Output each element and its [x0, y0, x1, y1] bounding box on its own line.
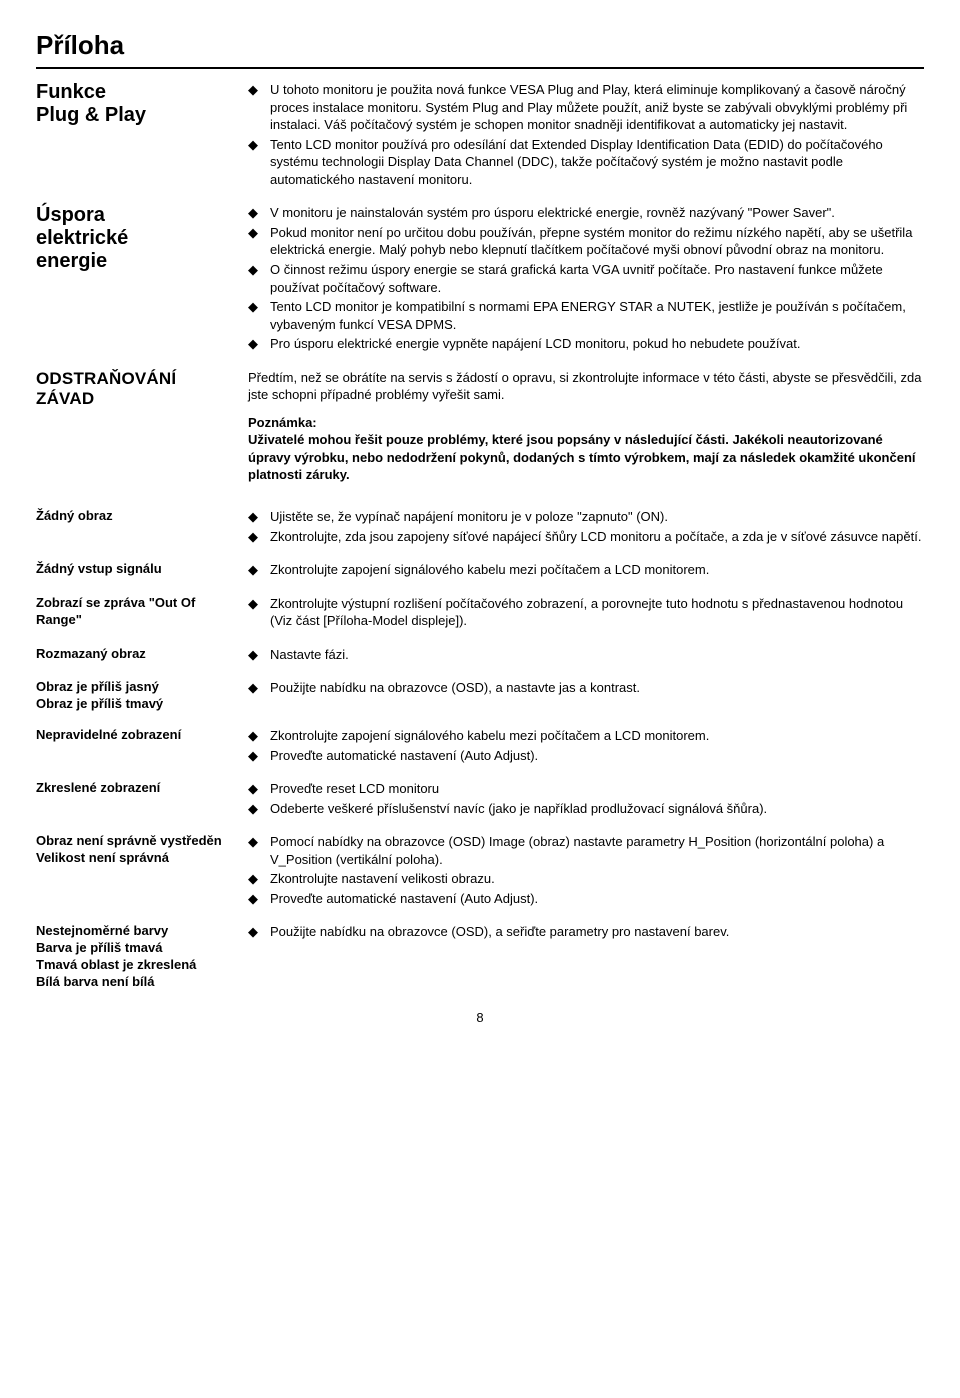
sub-heading: Rozmazaný obraz — [36, 646, 236, 663]
bullet-item: Tento LCD monitor je kompatibilní s norm… — [248, 298, 924, 333]
bullets: Ujistěte se, že vypínač napájení monitor… — [248, 508, 924, 545]
sub-heading: Žádný vstup signálu — [36, 561, 236, 578]
bullet-item: Proveďte reset LCD monitoru — [248, 780, 924, 798]
heading-energy: Úsporaelektrickéenergie — [36, 204, 236, 273]
bullets: Pomocí nabídky na obrazovce (OSD) Image … — [248, 833, 924, 907]
bullet-item: Zkontrolujte výstupní rozlišení počítačo… — [248, 595, 924, 630]
bullets-energy: V monitoru je nainstalován systém pro ús… — [248, 204, 924, 352]
page-number: 8 — [36, 1009, 924, 1027]
heading-plug-play: FunkcePlug & Play — [36, 81, 236, 127]
item-brightness: Obraz je příliš jasnýObraz je příliš tma… — [36, 679, 924, 713]
sub-heading: Nestejnoměrné barvyBarva je příliš tmavá… — [36, 923, 236, 991]
sub-heading: Obraz není správně vystředěnVelikost nen… — [36, 833, 236, 867]
bullet-item: Proveďte automatické nastavení (Auto Adj… — [248, 890, 924, 908]
bullet-item: Zkontrolujte zapojení signálového kabelu… — [248, 727, 924, 745]
bullet-item: Pro úsporu elektrické energie vypněte na… — [248, 335, 924, 353]
sub-heading: Zobrazí se zpráva "Out Of Range" — [36, 595, 236, 629]
bullets: Zkontrolujte zapojení signálového kabelu… — [248, 561, 924, 579]
bullet-item: Pokud monitor není po určitou dobu použí… — [248, 224, 924, 259]
sub-heading: Žádný obraz — [36, 508, 236, 525]
bullet-item: Ujistěte se, že vypínač napájení monitor… — [248, 508, 924, 526]
item-distorted: Zkreslené zobrazení Proveďte reset LCD m… — [36, 780, 924, 819]
bullet-item: Zkontrolujte nastavení velikosti obrazu. — [248, 870, 924, 888]
bullet-item: Použijte nabídku na obrazovce (OSD), a n… — [248, 679, 924, 697]
bullets: Použijte nabídku na obrazovce (OSD), a n… — [248, 679, 924, 697]
sub-heading: Obraz je příliš jasnýObraz je příliš tma… — [36, 679, 236, 713]
section-energy: Úsporaelektrickéenergie V monitoru je na… — [36, 204, 924, 354]
item-no-signal: Žádný vstup signálu Zkontrolujte zapojen… — [36, 561, 924, 581]
bullet-item: Zkontrolujte, zda jsou zapojeny síťové n… — [248, 528, 924, 546]
bullet-item: U tohoto monitoru je použita nová funkce… — [248, 81, 924, 134]
bullet-item: Proveďte automatické nastavení (Auto Adj… — [248, 747, 924, 765]
item-no-image: Žádný obraz Ujistěte se, že vypínač napá… — [36, 508, 924, 547]
bullet-item: Odeberte veškeré příslušenství navíc (ja… — [248, 800, 924, 818]
bullets-plug-play: U tohoto monitoru je použita nová funkce… — [248, 81, 924, 188]
note-label: Poznámka: — [248, 415, 317, 430]
item-centering: Obraz není správně vystředěnVelikost nen… — [36, 833, 924, 909]
bullet-item: V monitoru je nainstalován systém pro ús… — [248, 204, 924, 222]
section-plug-play: FunkcePlug & Play U tohoto monitoru je p… — [36, 81, 924, 190]
heading-troubleshoot: ODSTRAŇOVÁNÍ ZÁVAD — [36, 369, 236, 410]
page-title: Příloha — [36, 28, 924, 63]
bullet-item: Nastavte fázi. — [248, 646, 924, 664]
bullet-item: Použijte nabídku na obrazovce (OSD), a s… — [248, 923, 924, 941]
item-out-of-range: Zobrazí se zpráva "Out Of Range" Zkontro… — [36, 595, 924, 632]
bullet-item: Tento LCD monitor používá pro odesílání … — [248, 136, 924, 189]
bullets: Proveďte reset LCD monitoru Odeberte veš… — [248, 780, 924, 817]
bullets: Zkontrolujte výstupní rozlišení počítačo… — [248, 595, 924, 630]
bullet-item: O činnost režimu úspory energie se stará… — [248, 261, 924, 296]
title-divider — [36, 67, 924, 69]
sub-heading: Nepravidelné zobrazení — [36, 727, 236, 744]
sub-heading: Zkreslené zobrazení — [36, 780, 236, 797]
bullets: Nastavte fázi. — [248, 646, 924, 664]
section-troubleshoot: ODSTRAŇOVÁNÍ ZÁVAD Předtím, než se obrát… — [36, 369, 924, 494]
item-colors: Nestejnoměrné barvyBarva je příliš tmavá… — [36, 923, 924, 991]
bullet-item: Pomocí nabídky na obrazovce (OSD) Image … — [248, 833, 924, 868]
troubleshoot-intro: Předtím, než se obrátíte na servis s žád… — [248, 369, 924, 404]
note-body: Uživatelé mohou řešit pouze problémy, kt… — [248, 432, 916, 482]
item-irregular: Nepravidelné zobrazení Zkontrolujte zapo… — [36, 727, 924, 766]
bullet-item: Zkontrolujte zapojení signálového kabelu… — [248, 561, 924, 579]
bullets: Použijte nabídku na obrazovce (OSD), a s… — [248, 923, 924, 941]
bullets: Zkontrolujte zapojení signálového kabelu… — [248, 727, 924, 764]
troubleshoot-note: Poznámka: Uživatelé mohou řešit pouze pr… — [248, 414, 924, 484]
item-blurry: Rozmazaný obraz Nastavte fázi. — [36, 646, 924, 666]
